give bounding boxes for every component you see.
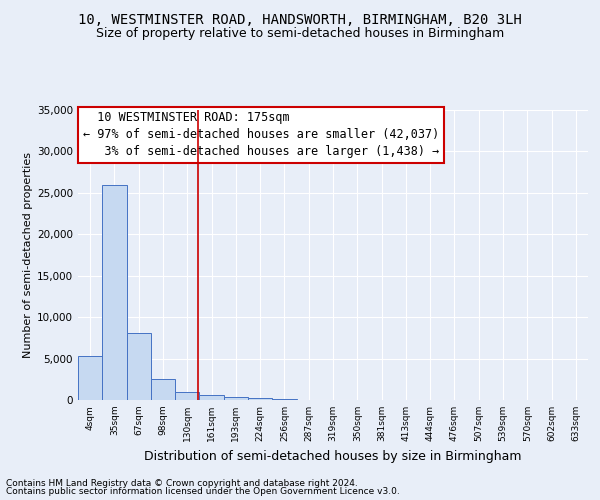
- Bar: [151, 380, 175, 400]
- Bar: [78, 356, 102, 400]
- Bar: [272, 399, 296, 400]
- Bar: [102, 184, 127, 400]
- Text: Contains public sector information licensed under the Open Government Licence v3: Contains public sector information licen…: [6, 487, 400, 496]
- Bar: [224, 396, 248, 400]
- Bar: [127, 333, 151, 400]
- Y-axis label: Number of semi-detached properties: Number of semi-detached properties: [23, 152, 33, 358]
- Text: Size of property relative to semi-detached houses in Birmingham: Size of property relative to semi-detach…: [96, 28, 504, 40]
- Bar: [175, 392, 199, 400]
- Text: Contains HM Land Registry data © Crown copyright and database right 2024.: Contains HM Land Registry data © Crown c…: [6, 478, 358, 488]
- Bar: [248, 398, 272, 400]
- Text: 10 WESTMINSTER ROAD: 175sqm  
← 97% of semi-detached houses are smaller (42,037): 10 WESTMINSTER ROAD: 175sqm ← 97% of sem…: [83, 112, 439, 158]
- Bar: [199, 395, 224, 400]
- X-axis label: Distribution of semi-detached houses by size in Birmingham: Distribution of semi-detached houses by …: [144, 450, 522, 462]
- Text: 10, WESTMINSTER ROAD, HANDSWORTH, BIRMINGHAM, B20 3LH: 10, WESTMINSTER ROAD, HANDSWORTH, BIRMIN…: [78, 12, 522, 26]
